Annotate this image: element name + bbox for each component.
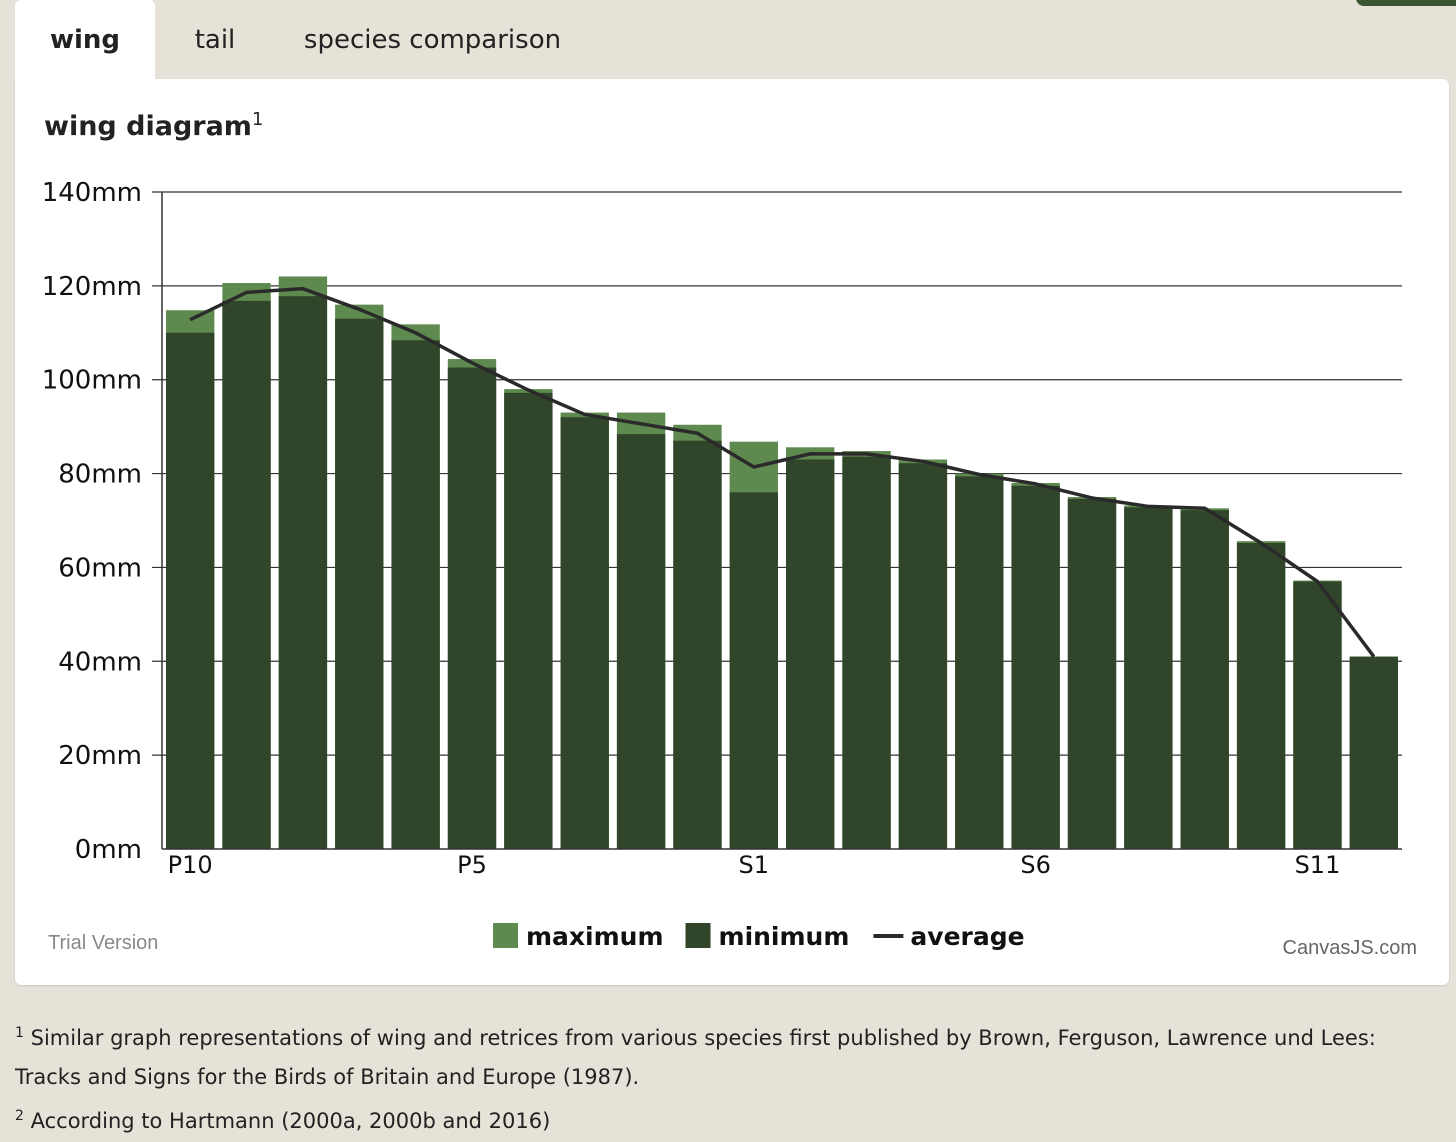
series-line-average bbox=[189, 286, 1376, 658]
x-tick-label: P5 bbox=[457, 851, 487, 879]
bar-minimum bbox=[955, 476, 1004, 849]
footnotes: 1 Similar graph representations of wing … bbox=[15, 1014, 1445, 1141]
y-tick-label: 60mm bbox=[58, 553, 142, 583]
footnote-1-text: Similar graph representations of wing an… bbox=[15, 1026, 1376, 1089]
bar-minimum bbox=[391, 340, 440, 849]
y-tick-label: 0mm bbox=[75, 835, 142, 865]
legend-label-average: average bbox=[910, 922, 1024, 951]
bar-minimum bbox=[222, 300, 271, 849]
footnote-2-ref: 2 bbox=[15, 1108, 24, 1124]
bar-minimum bbox=[842, 456, 891, 849]
tab-bar: wing tail species comparison bbox=[0, 0, 1456, 80]
y-tick-label: 20mm bbox=[58, 741, 142, 771]
bar-minimum bbox=[898, 463, 948, 849]
tab-species-comparison[interactable]: species comparison bbox=[303, 25, 562, 55]
chart-title-text: wing diagram bbox=[44, 111, 252, 142]
bar-minimum bbox=[278, 296, 328, 850]
trial-watermark: Trial Version bbox=[48, 932, 158, 954]
bar-minimum bbox=[616, 434, 666, 849]
bar-minimum bbox=[447, 367, 497, 849]
bar-minimum bbox=[335, 318, 384, 849]
x-tick-label: S6 bbox=[1020, 851, 1051, 879]
bar-minimum bbox=[1349, 656, 1398, 849]
bar-minimum bbox=[673, 440, 722, 849]
footnote-2-text: According to Hartmann (2000a, 2000b and … bbox=[30, 1109, 551, 1133]
y-tick-label: 80mm bbox=[58, 460, 142, 490]
bar-minimum bbox=[166, 332, 215, 849]
bar-minimum bbox=[560, 417, 609, 849]
y-tick-label: 120mm bbox=[42, 272, 142, 302]
bar-minimum bbox=[1011, 485, 1060, 849]
x-tick-label: P10 bbox=[168, 851, 213, 879]
chart-panel: wing diagram1 0mm 20mm 40mm 60mm 80mm 100mm 12… bbox=[15, 79, 1449, 985]
y-tick-label: 140mm bbox=[42, 178, 142, 208]
wing-chart: 0mm 20mm 40mm 60mm 80mm 100mm 120mm 140mm P10 P5 S… bbox=[42, 178, 1418, 959]
bar-minimum bbox=[1124, 507, 1173, 849]
legend-label-maximum: maximum bbox=[526, 922, 664, 951]
x-tick-label: S11 bbox=[1295, 851, 1341, 879]
bar-minimum bbox=[1236, 543, 1286, 849]
chart-title: wing diagram1 bbox=[44, 109, 263, 142]
legend-label-minimum: minimum bbox=[719, 922, 850, 951]
bar-minimum bbox=[729, 492, 778, 849]
x-tick-label: S1 bbox=[739, 851, 770, 879]
footnote-2: 2 According to Hartmann (2000a, 2000b an… bbox=[15, 1097, 1445, 1141]
legend-swatch-maximum bbox=[493, 923, 518, 948]
legend-swatch-minimum bbox=[685, 923, 711, 948]
bar-minimum bbox=[1180, 510, 1229, 849]
chart-title-footnote-ref[interactable]: 1 bbox=[251, 109, 264, 130]
bar-minimum bbox=[786, 459, 835, 849]
tab-wing[interactable]: wing bbox=[15, 0, 155, 80]
bar-minimum bbox=[1067, 498, 1117, 849]
y-tick-label: 100mm bbox=[42, 366, 142, 396]
tab-tail[interactable]: tail bbox=[194, 25, 236, 55]
bar-minimum bbox=[1293, 581, 1342, 849]
credit-link: CanvasJS.com bbox=[1283, 937, 1418, 959]
footnote-1: 1 Similar graph representations of wing … bbox=[15, 1014, 1445, 1097]
corner-button[interactable] bbox=[1356, 0, 1456, 6]
y-tick-label: 40mm bbox=[58, 647, 142, 677]
footnote-1-ref: 1 bbox=[15, 1025, 24, 1041]
bar-minimum bbox=[504, 392, 553, 849]
